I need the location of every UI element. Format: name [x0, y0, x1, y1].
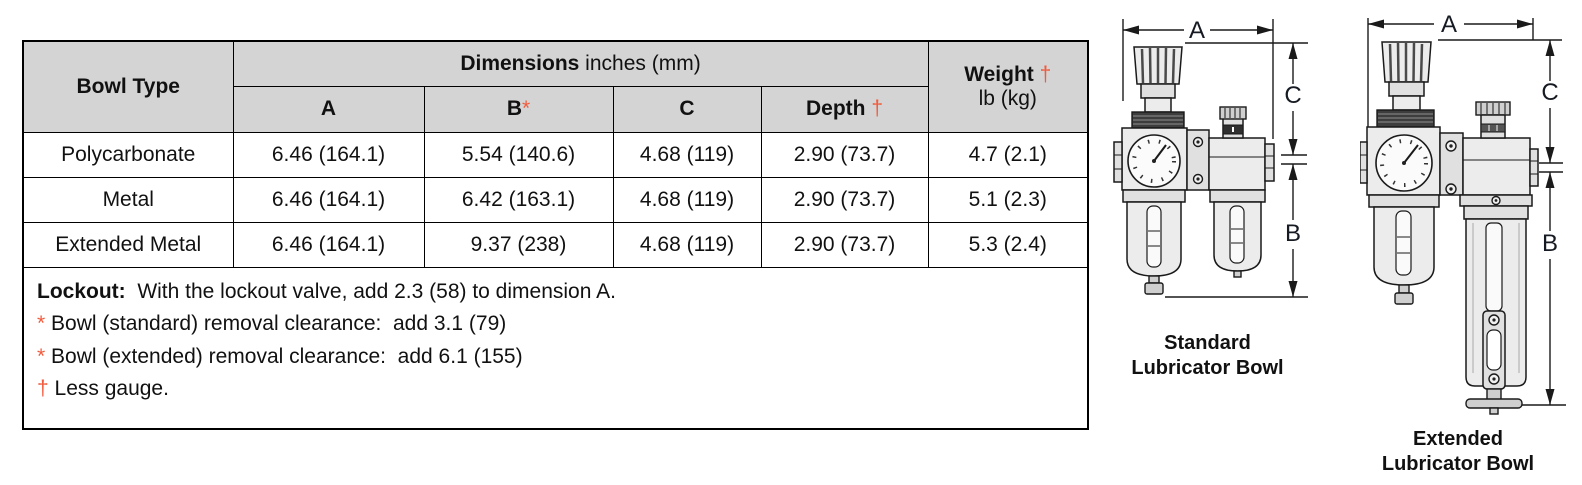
- cell-bowl-type: Polycarbonate: [22, 131, 234, 178]
- cell-weight: 5.3 (2.4): [927, 221, 1089, 268]
- extended-clearance-note: * Bowl (extended) removal clearance: add…: [37, 344, 523, 368]
- dim-label-b: B: [1285, 220, 1301, 247]
- standard-caption: Standard Lubricator Bowl: [1131, 332, 1284, 379]
- right-port-flange: [1264, 143, 1275, 182]
- standard-lubricator-diagram: A C B: [1113, 17, 1308, 298]
- cell-depth: 2.90 (73.7): [760, 176, 929, 223]
- weight-header: Weight † lb (kg): [927, 40, 1089, 133]
- dimension-annotations: A C B: [1367, 11, 1566, 406]
- fill-cap: [1219, 106, 1247, 120]
- dimensions-header: Dimensions inches (mm): [232, 40, 929, 87]
- dim-label-a: A: [1441, 11, 1457, 38]
- bowl-type-header: Bowl Type: [22, 40, 234, 133]
- cell-bowl-type: Extended Metal: [22, 221, 234, 268]
- dim-label-a: A: [1189, 17, 1205, 44]
- dimension-annotations: A C B: [1122, 17, 1308, 298]
- less-gauge-note: † Less gauge.: [37, 377, 169, 400]
- dagger-mark: †: [37, 377, 49, 400]
- frl-unit-extended: [1360, 41, 1539, 415]
- drain-petcock: [1465, 398, 1523, 409]
- bowl-center-channel: [1485, 222, 1503, 312]
- cell-c: 4.68 (119): [612, 176, 762, 223]
- cell-depth: 2.90 (73.7): [760, 131, 929, 178]
- col-header-a: A: [232, 85, 425, 133]
- dimensions-table: Bowl Type Dimensions inches (mm) Weight …: [22, 40, 1090, 430]
- knob-ribs: [1388, 42, 1424, 82]
- asterisk-mark: *: [521, 97, 531, 120]
- extended-caption: Extended Lubricator Bowl: [1381, 428, 1535, 475]
- bowl-clamp-ring: [1463, 205, 1529, 220]
- cell-weight: 5.1 (2.3): [927, 176, 1089, 223]
- lubricator-body: [1462, 137, 1531, 196]
- knob-ribs: [1140, 47, 1176, 84]
- col-header-depth: Depth †: [760, 85, 929, 133]
- col-header-b: B*: [423, 85, 614, 133]
- lubricator-sight-window: [1229, 205, 1245, 264]
- asterisk-mark: *: [37, 344, 46, 368]
- sight-glass-window: [1486, 329, 1502, 371]
- filter-sight-window: [1395, 210, 1412, 276]
- cell-c: 4.68 (119): [612, 131, 762, 178]
- dagger-mark: †: [871, 97, 884, 120]
- cell-bowl-type: Metal: [22, 176, 234, 223]
- table-row: Polycarbonate 6.46 (164.1) 5.54 (140.6) …: [22, 131, 1089, 178]
- cell-a: 6.46 (164.1): [232, 176, 425, 223]
- table-row: Metal 6.46 (164.1) 6.42 (163.1) 4.68 (11…: [22, 176, 1089, 223]
- cell-a: 6.46 (164.1): [232, 221, 425, 268]
- right-port-flange: [1529, 148, 1539, 187]
- col-header-c: C: [612, 85, 762, 133]
- cell-c: 4.68 (119): [612, 221, 762, 268]
- cell-b: 6.42 (163.1): [423, 176, 614, 223]
- standard-clearance-note: * Bowl (standard) removal clearance: add…: [37, 312, 507, 335]
- footnotes: Lockout: With the lockout valve, add 2.3…: [22, 266, 1089, 429]
- filter-sight-window: [1146, 205, 1162, 268]
- dim-label-b: B: [1542, 230, 1558, 257]
- extended-lubricator-diagram: A C B: [1360, 11, 1566, 415]
- drain-valve: [1398, 284, 1410, 294]
- asterisk-mark: *: [37, 312, 46, 335]
- cell-a: 6.46 (164.1): [232, 131, 425, 178]
- lubricator-body: [1208, 137, 1266, 191]
- cell-b: 5.54 (140.6): [423, 131, 614, 178]
- cell-b: 9.37 (238): [423, 221, 614, 268]
- lockout-note: Lockout: With the lockout valve, add 2.3…: [37, 279, 616, 303]
- drain-valve: [1148, 275, 1160, 284]
- gauge-needle: [1403, 144, 1419, 164]
- dagger-mark: †: [1039, 62, 1052, 86]
- gauge-needle: [1153, 144, 1167, 162]
- frl-unit-standard: [1113, 46, 1275, 295]
- left-port-flange: [1113, 141, 1123, 183]
- dim-label-c: C: [1284, 82, 1301, 109]
- table-row: Extended Metal 6.46 (164.1) 9.37 (238) 4…: [22, 221, 1089, 268]
- left-port-flange: [1360, 141, 1368, 184]
- cell-depth: 2.90 (73.7): [760, 221, 929, 268]
- dim-label-c: C: [1541, 79, 1558, 106]
- cell-weight: 4.7 (2.1): [927, 131, 1089, 178]
